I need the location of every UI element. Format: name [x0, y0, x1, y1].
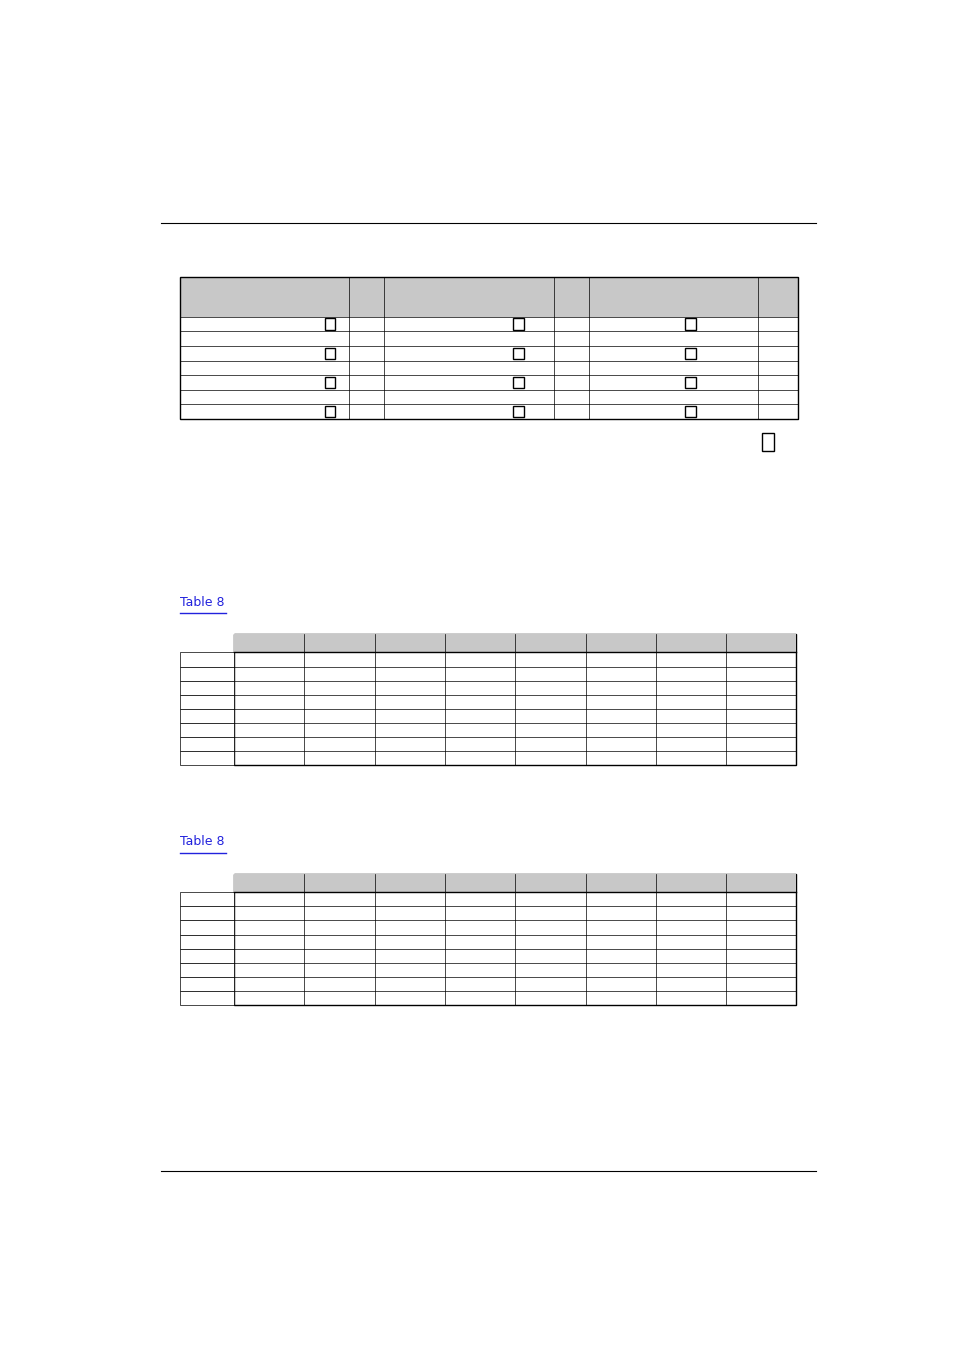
Bar	[180, 921, 233, 934]
Bar	[233, 634, 796, 765]
Bar	[513, 376, 523, 389]
Bar	[180, 991, 233, 1005]
Bar	[325, 376, 335, 389]
Bar	[180, 737, 233, 751]
Bar	[684, 348, 695, 359]
Bar	[180, 708, 233, 723]
Bar	[180, 906, 233, 921]
Bar	[325, 406, 335, 417]
Bar	[513, 348, 523, 359]
Text: Table 8: Table 8	[180, 835, 224, 849]
Bar	[180, 695, 233, 708]
Bar	[180, 278, 797, 317]
Bar	[180, 949, 233, 963]
Bar	[684, 318, 695, 330]
Bar	[180, 666, 233, 681]
Bar	[180, 976, 233, 991]
Bar	[233, 873, 796, 1005]
Bar	[180, 723, 233, 737]
Bar	[513, 318, 523, 330]
Bar	[684, 406, 695, 417]
Bar	[180, 892, 233, 906]
Text: Table 8: Table 8	[180, 596, 224, 609]
Bar	[180, 681, 233, 695]
Bar	[180, 751, 233, 765]
Bar	[233, 634, 796, 653]
Bar	[180, 934, 233, 949]
Bar	[325, 318, 335, 330]
Bar	[325, 348, 335, 359]
Bar	[180, 963, 233, 976]
Bar	[180, 278, 797, 418]
Bar	[684, 376, 695, 389]
Bar	[513, 406, 523, 417]
Bar	[761, 432, 774, 451]
Bar	[180, 653, 233, 666]
Bar	[233, 873, 796, 892]
